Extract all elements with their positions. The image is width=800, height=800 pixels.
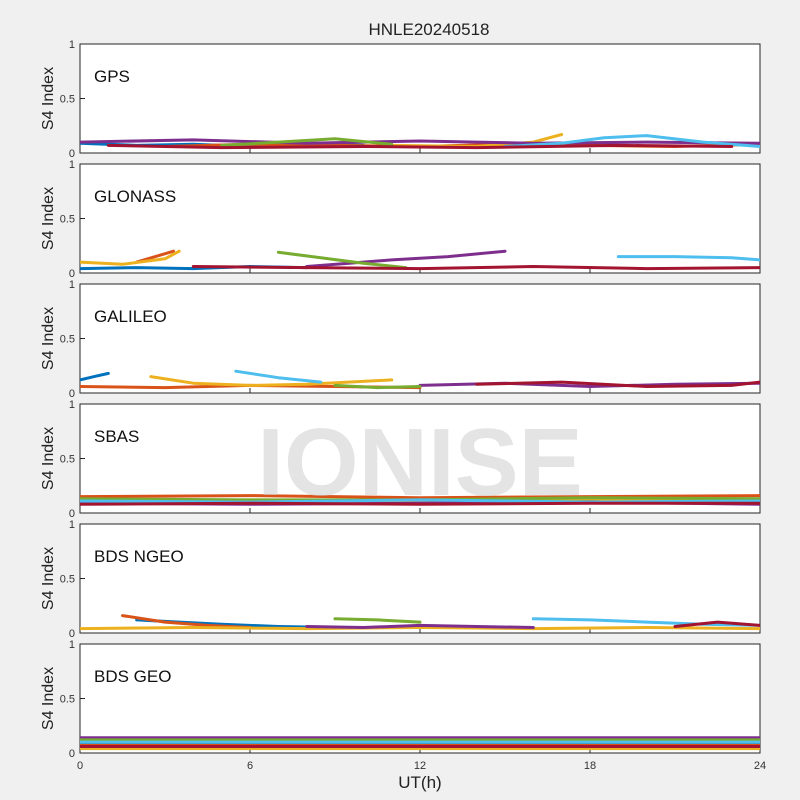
- y-tick-label: 0: [69, 148, 75, 160]
- y-tick-label: 0.5: [60, 214, 75, 226]
- series-line: [191, 265, 760, 271]
- panel-label: GLONASS: [94, 187, 176, 206]
- y-tick-label: 0: [69, 508, 75, 520]
- y-tick-label: 0.5: [60, 94, 75, 106]
- series-group: [80, 369, 760, 390]
- series-line: [106, 143, 734, 150]
- series-line: [305, 623, 535, 629]
- series-line: [531, 617, 760, 627]
- y-tick-label: 0: [69, 748, 75, 760]
- x-axis-label: UT(h): [398, 773, 441, 792]
- x-tick-label: 24: [754, 760, 766, 772]
- series-line: [80, 249, 181, 266]
- series-group: [80, 736, 760, 751]
- panel-glonass: 0 0.5 1 S4 Index GLONASS: [40, 159, 761, 280]
- plot-area: [79, 523, 761, 634]
- panel-bds-ngeo: 0 0.5 1 S4 Index BDS NGEO: [40, 519, 761, 640]
- series-line: [80, 371, 110, 382]
- panel-galileo: 0 0.5 1 S4 Index GALILEO: [40, 279, 761, 400]
- y-axis-label: S4 Index: [40, 547, 57, 610]
- y-axis-label: S4 Index: [40, 427, 57, 490]
- series-line: [333, 617, 422, 624]
- y-axis-label: S4 Index: [40, 187, 57, 250]
- y-tick-label: 0: [69, 628, 75, 640]
- panel-sbas: 0 0.5 1 S4 Index SBAS: [40, 399, 761, 520]
- y-tick-label: 0.5: [60, 574, 75, 586]
- panel-label: GPS: [94, 67, 130, 86]
- y-tick-label: 0.5: [60, 694, 75, 706]
- y-tick-label: 1: [69, 639, 75, 651]
- series-line: [276, 250, 408, 270]
- x-tick-label: 12: [414, 760, 426, 772]
- series-line: [149, 375, 394, 387]
- plot-area: [79, 283, 761, 394]
- y-axis-label: S4 Index: [40, 667, 57, 730]
- y-tick-label: 0.5: [60, 334, 75, 346]
- panel-label: BDS NGEO: [94, 547, 184, 566]
- panels-container: 0 0.5 1 S4 Index GPS 0 0.5 1 S4 Index GLONASS 0 0.5…: [40, 39, 766, 772]
- series-line: [80, 494, 760, 500]
- y-tick-label: 1: [69, 399, 75, 411]
- series-group: [80, 133, 760, 150]
- panel-bds-geo: 0 0.5 1 S4 Index BDS GEO 0 6 12 18 24: [40, 639, 766, 772]
- series-line: [673, 620, 760, 628]
- series-line: [220, 137, 394, 147]
- watermark: IONISE: [257, 409, 582, 516]
- y-tick-label: 0.5: [60, 454, 75, 466]
- series-group: [80, 494, 760, 506]
- panel-label: BDS GEO: [94, 667, 171, 686]
- series-line: [503, 134, 760, 148]
- y-axis-label: S4 Index: [40, 307, 57, 370]
- series-line: [80, 626, 760, 631]
- x-tick-label: 6: [247, 760, 253, 772]
- y-tick-label: 1: [69, 279, 75, 291]
- figure-title: HNLE20240518: [369, 20, 490, 39]
- series-group: [80, 249, 760, 271]
- y-tick-label: 1: [69, 39, 75, 51]
- series-line: [305, 249, 507, 268]
- series-line: [80, 138, 760, 145]
- series-group: [80, 614, 760, 631]
- x-tick-label: 18: [584, 760, 596, 772]
- y-axis-label: S4 Index: [40, 67, 57, 130]
- panel-label: SBAS: [94, 427, 139, 446]
- series-line: [616, 255, 760, 262]
- series-line: [475, 380, 760, 388]
- panel-gps: 0 0.5 1 S4 Index GPS: [40, 39, 761, 160]
- y-tick-label: 1: [69, 159, 75, 171]
- x-tick-label: 0: [77, 760, 83, 772]
- series-line: [234, 369, 323, 384]
- y-tick-label: 0: [69, 268, 75, 280]
- plot-area: [79, 643, 761, 754]
- panel-label: GALILEO: [94, 307, 167, 326]
- y-tick-label: 0: [69, 388, 75, 400]
- series-line: [333, 383, 422, 390]
- y-tick-label: 1: [69, 519, 75, 531]
- series-line: [80, 501, 760, 506]
